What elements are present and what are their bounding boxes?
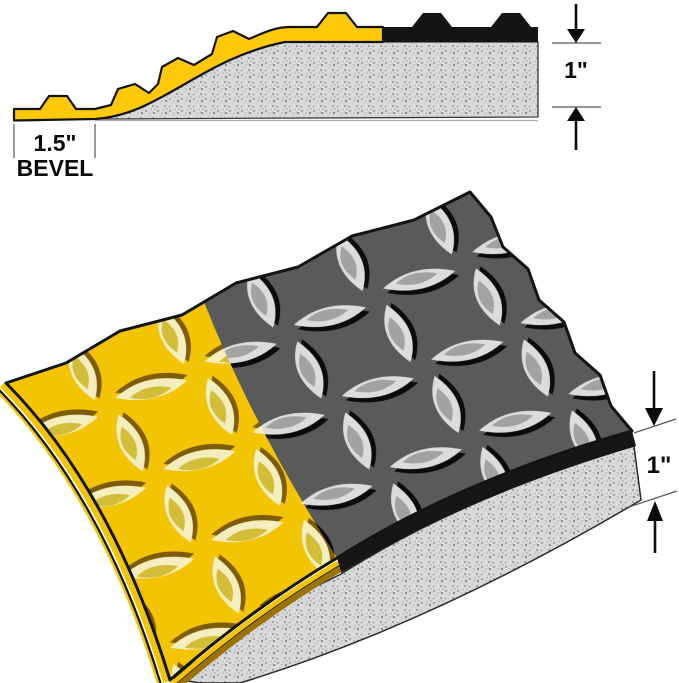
down-arrow-icon bbox=[567, 4, 585, 43]
vinyl-edge-yellow bbox=[0, 392, 160, 683]
mat-surface-yellow bbox=[6, 302, 337, 680]
cross-section-view: 1" 1.5" BEVEL bbox=[12, 4, 601, 181]
bevel-caption: BEVEL bbox=[17, 155, 94, 181]
vinyl-edge-yellow bbox=[0, 382, 169, 683]
down-arrow-icon bbox=[645, 371, 663, 426]
vinyl-edge-gold bbox=[177, 566, 342, 683]
vinyl-edge-stripe bbox=[0, 389, 162, 683]
up-arrow-icon bbox=[567, 107, 585, 150]
thickness-label: 1" bbox=[647, 452, 672, 479]
cross-section-black-layer bbox=[383, 13, 538, 42]
up-arrow-icon bbox=[647, 501, 663, 553]
cross-section-yellow-layer bbox=[12, 11, 385, 122]
bevel-width-label: 1.5" bbox=[34, 130, 77, 156]
vinyl-edge-black bbox=[337, 431, 636, 573]
dimension-extension-line bbox=[633, 418, 677, 434]
thickness-dimension: 1" bbox=[628, 371, 678, 553]
perspective-view: 1" bbox=[0, 190, 678, 683]
thickness-label: 1" bbox=[564, 57, 588, 83]
mat-outline bbox=[4, 190, 634, 682]
thickness-dimension: 1" bbox=[552, 4, 601, 150]
dimension-extension-line bbox=[628, 490, 678, 508]
bevel-dimension: 1.5" BEVEL bbox=[13, 124, 96, 181]
vinyl-edge-yellow bbox=[169, 560, 340, 683]
